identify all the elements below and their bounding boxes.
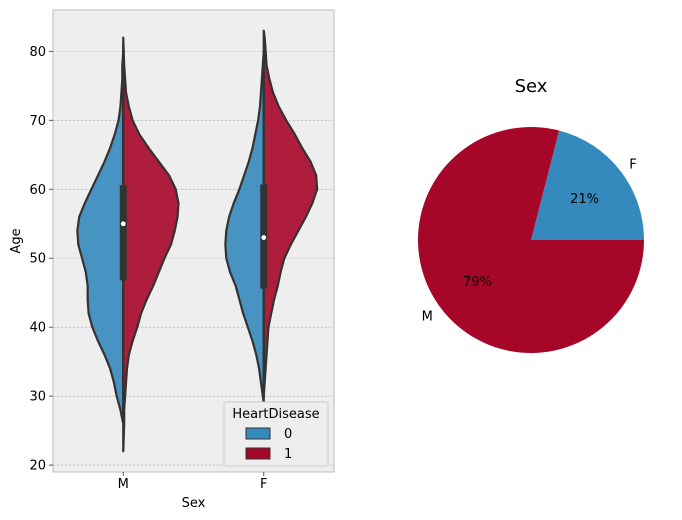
y-axis-label: Age: [9, 228, 24, 253]
violin-m-series-0: [76, 43, 125, 425]
pie-pct-label: 79%: [463, 275, 492, 290]
legend-swatch-0: [245, 427, 271, 440]
legend-swatch-1: [245, 447, 271, 460]
y-tick-label: 20: [29, 459, 46, 474]
x-tick-label: F: [260, 477, 267, 492]
y-axis-ticks: 20 30 40 50 60 70 80: [29, 45, 53, 474]
y-tick-label: 60: [29, 183, 46, 198]
pie-slice-label: F: [629, 157, 636, 172]
legend: HeartDisease 0 1: [223, 401, 329, 467]
box-median: [261, 235, 267, 240]
y-tick-label: 70: [29, 114, 46, 129]
violin-m-series-1: [122, 36, 180, 453]
pie-title: Sex: [515, 76, 548, 97]
pie-slice-label: M: [422, 310, 433, 325]
pie-labels: F 21% M 79%: [422, 157, 637, 324]
box-iqr: [119, 185, 127, 281]
legend-label-0: 0: [284, 427, 292, 442]
y-tick-label: 50: [29, 252, 46, 267]
pie-slice-f: [531, 130, 644, 240]
pie-slices: [417, 127, 644, 353]
x-axis-label: Sex: [182, 496, 206, 511]
violins: [76, 29, 319, 453]
violin-f-series-1: [262, 29, 319, 398]
violin-f-series-0: [224, 50, 265, 405]
box-median: [120, 221, 126, 227]
grid-lines: [53, 51, 334, 466]
pie-chart: Sex F 21% M 79%: [417, 76, 644, 353]
y-tick-label: 40: [29, 321, 46, 336]
x-tick-label: M: [118, 477, 129, 492]
pie-pct-label: 21%: [570, 192, 599, 207]
pie-slice-m: [417, 127, 644, 353]
legend-title: HeartDisease: [232, 407, 319, 422]
box-plots: [119, 72, 268, 410]
y-tick-label: 30: [29, 390, 46, 405]
y-tick-label: 80: [29, 45, 46, 60]
legend-label-1: 1: [284, 447, 292, 462]
